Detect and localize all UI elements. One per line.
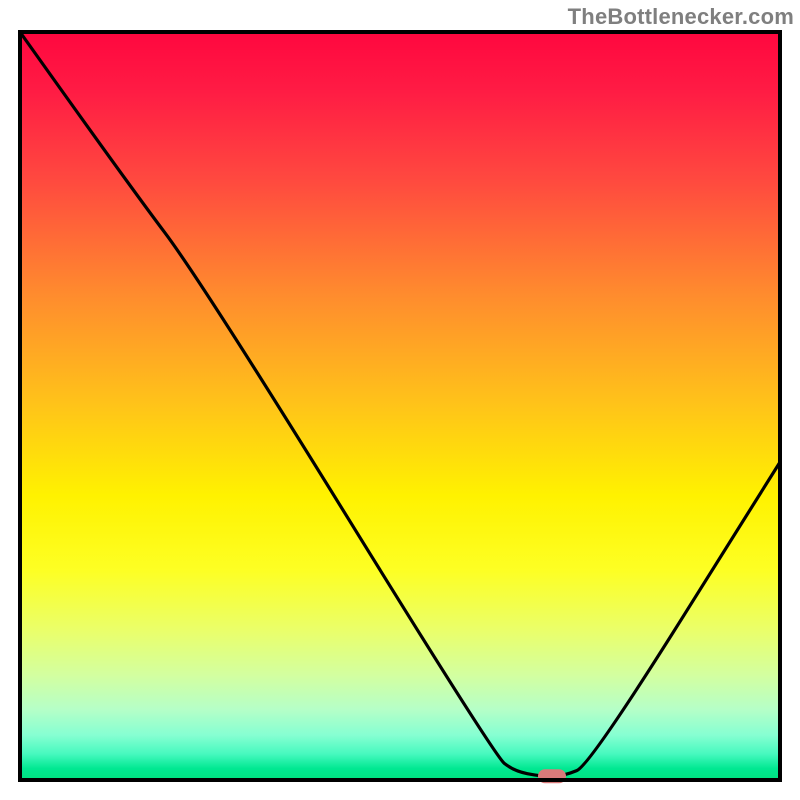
plot-background (20, 32, 780, 780)
bottleneck-chart-svg (0, 0, 800, 800)
chart-container: TheBottlenecker.com (0, 0, 800, 800)
